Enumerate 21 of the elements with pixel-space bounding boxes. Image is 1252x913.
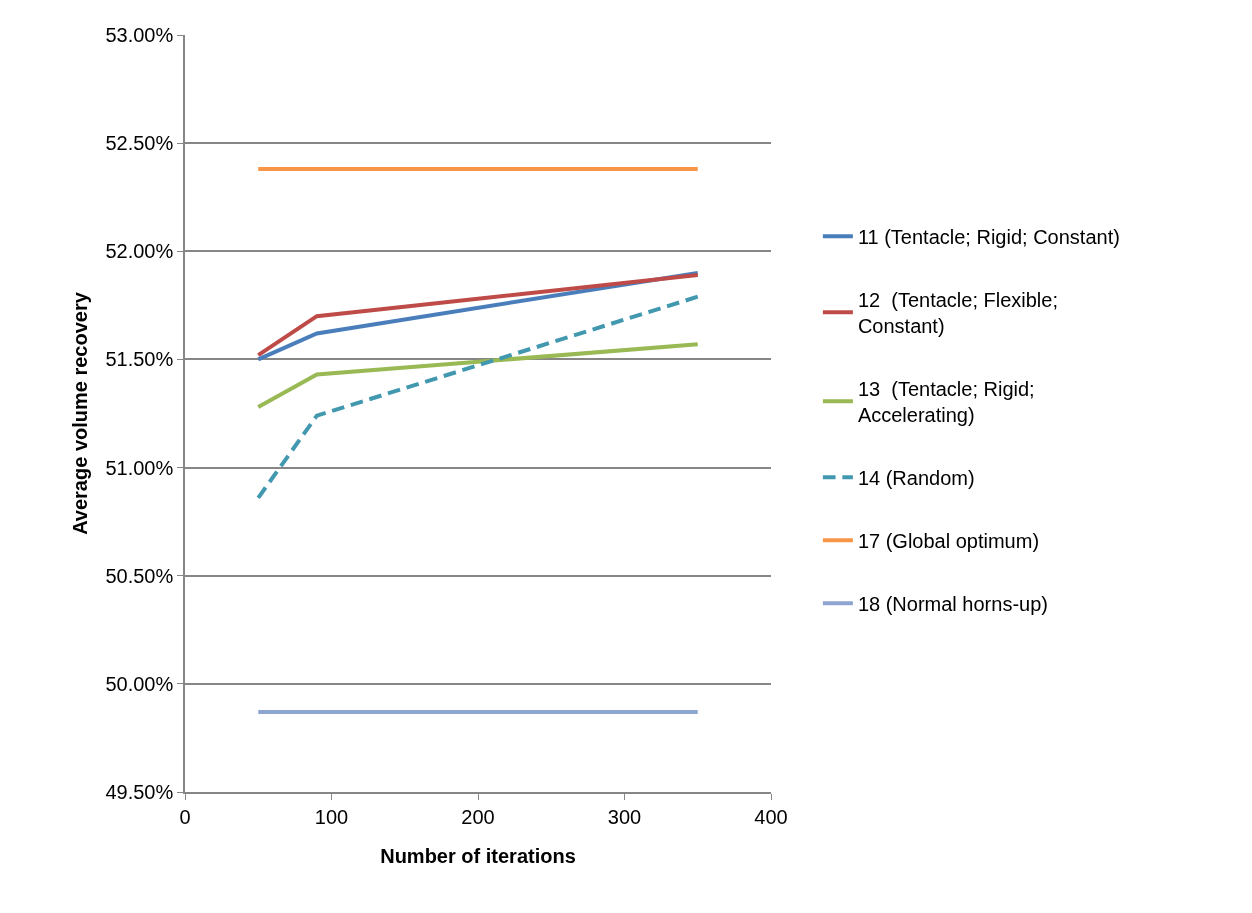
legend-label: 17 (Global optimum): [857, 529, 1040, 552]
x-tick-label: 0: [179, 805, 191, 828]
legend-label: 11 (Tentacle; Rigid; Constant): [857, 225, 1120, 248]
y-tick-label: 49.50%: [105, 781, 174, 803]
y-tick-label: 52.50%: [105, 132, 174, 155]
legend-label: 14 (Random): [857, 466, 975, 489]
y-tick-label: 52.00%: [105, 240, 174, 263]
y-axis-title: Average volume recovery: [69, 291, 92, 535]
y-tick-label: 53.00%: [105, 24, 174, 46]
legend-label: 12 (Tentacle; Flexible; Constant): [857, 288, 1058, 337]
legend-label: 18 (Normal horns-up): [857, 592, 1048, 615]
y-tick-label: 50.50%: [105, 564, 174, 587]
x-tick-label: 300: [607, 805, 642, 828]
x-tick-label: 400: [754, 805, 788, 828]
y-tick-label: 50.00%: [105, 672, 174, 695]
y-tick-label: 51.50%: [105, 348, 174, 371]
x-tick-label: 200: [461, 805, 495, 828]
x-axis-title: Number of iterations: [380, 844, 576, 867]
y-tick-label: 51.00%: [105, 456, 174, 479]
legend-label: 13 (Tentacle; Rigid; Accelerating): [857, 377, 1035, 426]
x-tick-label: 100: [314, 805, 349, 828]
